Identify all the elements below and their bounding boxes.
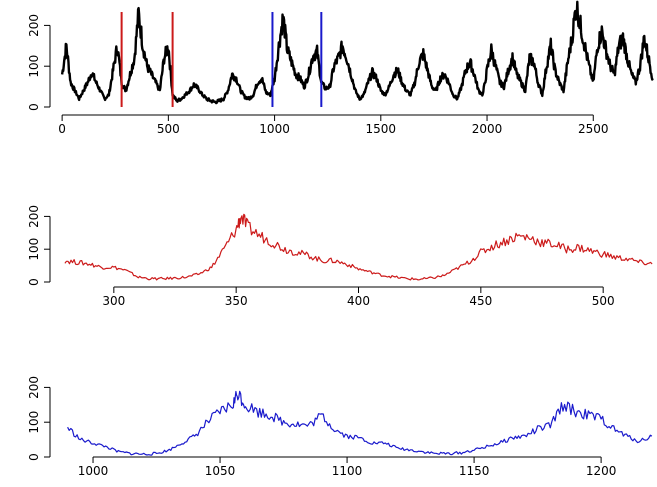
x-tick-label: 350 [225, 294, 248, 308]
x-tick-label: 2500 [578, 122, 609, 136]
y-tick-label: 200 [27, 205, 41, 228]
x-tick-label: 1000 [78, 464, 109, 478]
series-line [60, 0, 654, 105]
x-tick-label: 0 [58, 122, 66, 136]
x-tick-label: 1050 [205, 464, 236, 478]
x-tick-label: 1000 [259, 122, 290, 136]
y-tick-label: 0 [27, 453, 41, 461]
x-tick-label: 300 [102, 294, 125, 308]
x-tick-label: 1500 [366, 122, 397, 136]
series-line [67, 390, 653, 456]
y-tick-label: 0 [27, 103, 41, 111]
x-tick-label: 1200 [586, 464, 617, 478]
x-tick-label: 1150 [459, 464, 490, 478]
x-tick-label: 450 [469, 294, 492, 308]
panel-3: 0 100 200 1000 1050 1100 1150 1200 [27, 376, 653, 478]
series-line [64, 213, 653, 281]
y-tick-label: 100 [27, 411, 41, 434]
panel-2: 0 100 200 300 350 400 450 500 [27, 205, 653, 308]
y-tick-label: 200 [27, 376, 41, 399]
y-tick-label: 0 [27, 278, 41, 286]
y-tick-label: 200 [27, 14, 41, 37]
x-tick-label: 400 [347, 294, 370, 308]
x-tick-label: 1100 [332, 464, 363, 478]
y-tick-label: 100 [27, 238, 41, 261]
y-tick-label: 100 [27, 55, 41, 78]
x-tick-label: 500 [592, 294, 615, 308]
x-tick-label: 500 [157, 122, 180, 136]
x-tick-label: 2000 [472, 122, 503, 136]
